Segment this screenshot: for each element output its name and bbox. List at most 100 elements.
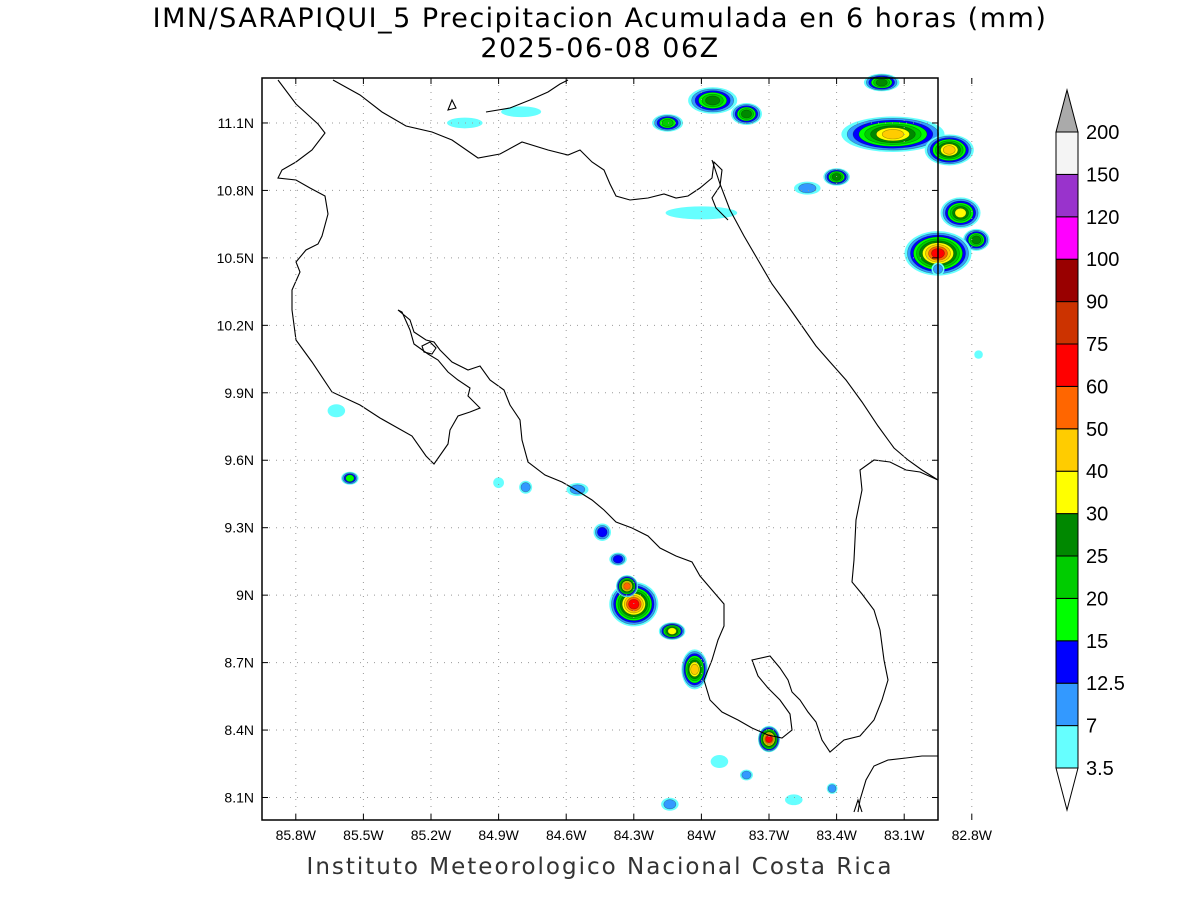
colorbar-label: 3.5 [1086, 758, 1114, 780]
precip-contour [881, 129, 904, 140]
colorbar-swatch [1055, 597, 1079, 642]
y-tick-label: 9.6N [224, 452, 254, 468]
colorbar-label: 200 [1086, 122, 1119, 144]
precip-cell [665, 206, 738, 220]
colorbar-swatch [1055, 555, 1079, 599]
y-tick-label: 10.5N [217, 250, 254, 266]
colorbar-label: 15 [1086, 631, 1108, 653]
precip-contour [345, 474, 355, 483]
precip-contour [520, 482, 531, 493]
precip-contour [798, 183, 817, 194]
colorbar-max-arrow [1055, 88, 1079, 133]
y-tick-label: 9.3N [224, 520, 254, 536]
precip-contour [690, 663, 699, 675]
y-tick-label: 10.8N [217, 182, 254, 198]
precip-cell [609, 552, 627, 566]
precip-contour [971, 235, 982, 245]
precip-cell [661, 797, 679, 811]
x-tick-label: 85.8W [276, 827, 317, 843]
caribbean-coast [711, 159, 939, 481]
precip-cell [341, 471, 359, 485]
north-island [447, 98, 457, 111]
map-frame [261, 77, 939, 821]
colorbar-swatch [1055, 385, 1079, 430]
colorbar-swatch [1055, 301, 1079, 345]
colorbar-label: 25 [1086, 546, 1108, 568]
precip-cell [519, 480, 533, 494]
precip-cell [974, 350, 983, 359]
precip-cell [710, 755, 729, 769]
colorbar-swatch [1055, 258, 1079, 303]
precip-contour [661, 118, 674, 128]
precip-cell [785, 794, 803, 806]
pacific-coast [277, 79, 939, 753]
precip-contour [827, 784, 837, 793]
precip-contour [667, 627, 677, 635]
colorbar-swatch [1055, 131, 1079, 175]
credit-footer: Instituto Meteorologico Nacional Costa R… [306, 854, 894, 880]
y-tick-label: 8.4N [224, 722, 254, 738]
precip-cell [688, 87, 738, 114]
precip-contour [327, 404, 346, 418]
x-tick-label: 83.4W [816, 827, 857, 843]
precip-contour [663, 799, 677, 810]
nicaragua-border [332, 79, 729, 221]
precip-contour [741, 109, 752, 119]
colorbar-swatch [1055, 725, 1079, 769]
colorbar-min-arrow [1055, 767, 1079, 812]
x-tick-label: 83.1W [884, 827, 925, 843]
x-tick-label: 83.7W [749, 827, 790, 843]
precip-contour [447, 117, 483, 129]
y-tick-label: 9.9N [224, 385, 254, 401]
precip-cell [963, 228, 990, 251]
panama-border [857, 755, 938, 813]
colorbar-label: 100 [1086, 249, 1119, 271]
precip-contour [942, 145, 956, 155]
colorbar-label: 40 [1086, 461, 1108, 483]
y-tick-label: 10.2N [217, 317, 254, 333]
colorbar-label: 90 [1086, 292, 1108, 314]
y-tick-label: 8.1N [224, 790, 254, 806]
precip-contour [623, 582, 631, 590]
x-tick-label: 85.5W [343, 827, 384, 843]
colorbar-label: 150 [1086, 164, 1119, 186]
colorbar-label: 12.5 [1086, 673, 1125, 695]
precipitation-colorbar: 200 150 120 100 90 75 60 50 40 30 25 20 15 12.5 7 3.5 [1055, 88, 1125, 812]
colorbar-label: 75 [1086, 334, 1108, 356]
precip-cell [658, 622, 686, 640]
colorbar-swatch [1055, 343, 1079, 387]
y-tick-label: 8.7N [224, 655, 254, 671]
colorbar-swatch [1055, 428, 1079, 472]
colorbar-swatch [1055, 216, 1079, 260]
precip-cell [739, 769, 753, 781]
coastline [277, 79, 939, 813]
precip-cell [593, 523, 612, 541]
precip-cell [940, 197, 981, 229]
x-tick-label: 84.6W [546, 827, 587, 843]
precip-contour [710, 755, 729, 769]
precip-contour [705, 95, 721, 106]
y-tick-label: 11.1N [218, 115, 254, 131]
x-tick-label: 85.2W [411, 827, 452, 843]
graticule-grid [262, 78, 973, 820]
y-tick-label: 9N [236, 587, 254, 603]
precip-contour [875, 78, 888, 87]
colorbar-label: 60 [1086, 376, 1108, 398]
precip-cell [616, 575, 639, 598]
precip-contour [612, 554, 624, 564]
precip-cell [566, 482, 589, 496]
precip-cell [826, 783, 838, 794]
precip-contour [741, 770, 752, 780]
map-timestamp: 2025-06-08 06Z [480, 33, 720, 64]
precip-cell [730, 102, 762, 125]
precip-cell [863, 73, 900, 92]
precip-contour [665, 206, 738, 220]
precip-cell [447, 117, 483, 129]
precipitation-field [327, 73, 990, 811]
colorbar-swatch [1055, 513, 1079, 557]
x-tick-label: 84W [687, 827, 717, 843]
colorbar-label: 50 [1086, 419, 1108, 441]
precip-cell [794, 181, 821, 195]
colorbar-swatch [1055, 470, 1079, 515]
